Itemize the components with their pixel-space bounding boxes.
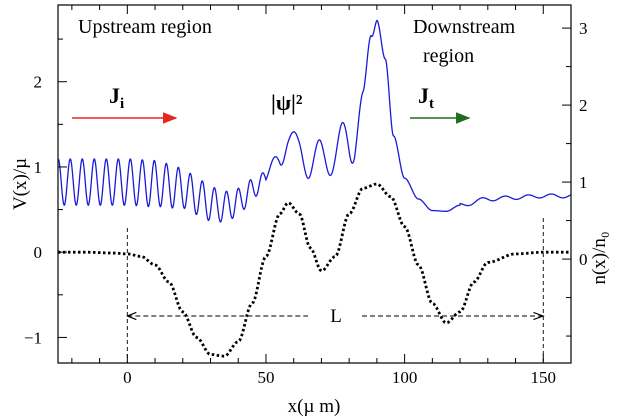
x-tick-label: 100 [392,368,418,387]
potential-curve [58,182,571,358]
downstream-label-line2: region [423,45,474,67]
jt-letter: J [418,83,429,108]
y-right-tick-label: 0 [579,250,588,269]
svg-text:Jt: Jt [418,83,434,112]
y-right-axis-ticks: 0 1 2 3 [562,19,588,337]
y-right-axis-title: n(x)/n₀ [589,231,610,284]
x-tick-label: 0 [123,368,132,387]
y-left-tick-label: 2 [34,73,43,92]
y-right-tick-label: 2 [579,96,588,115]
ji-letter: J [109,83,120,108]
x-tick-label: 50 [257,368,274,387]
plot-frame [57,4,572,364]
y-left-tick-label: 1 [34,158,43,177]
upstream-label: Upstream region [78,16,212,38]
downstream-label-line1: Downstream [413,16,516,38]
ji-subscript: i [120,96,124,112]
x-axis-title: x(µ m) [288,396,341,417]
jt-subscript: t [429,96,434,112]
y-left-axis-title: V(x)/µ [10,158,31,210]
psi-density-curve [57,19,572,223]
x-tick-label: 150 [531,368,557,387]
y-left-tick-label: −1 [24,328,42,347]
incident-current-annotation: Ji [72,83,178,124]
svg-text:Ji: Ji [109,83,124,112]
psi-label: |ψ|² [271,90,303,115]
y-right-tick-label: 1 [579,173,588,192]
y-left-axis-ticks: −1 0 1 2 [24,38,67,347]
y-right-tick-label: 3 [579,19,588,38]
x-axis-ticks: 0 50 100 150 [71,5,572,387]
transmitted-current-annotation: Jt [410,83,471,124]
length-label: L [330,306,342,327]
y-left-tick-label: 0 [34,243,43,262]
